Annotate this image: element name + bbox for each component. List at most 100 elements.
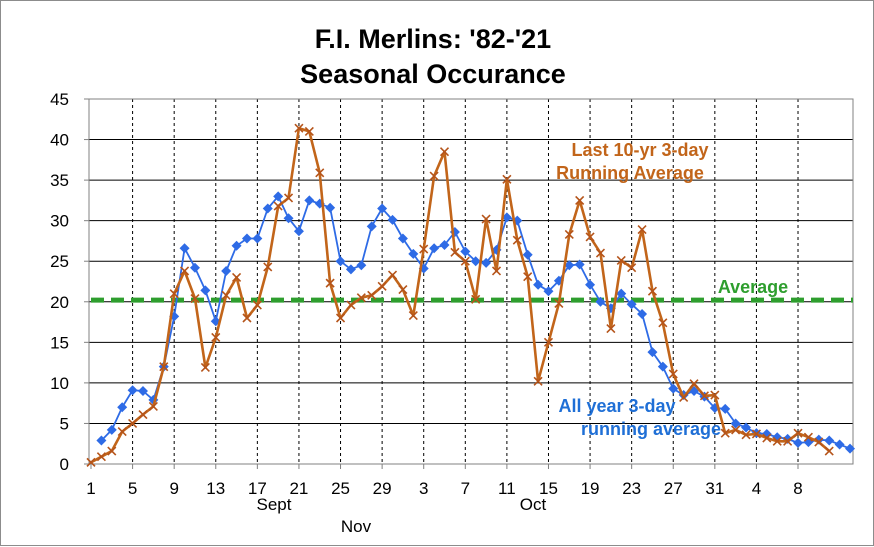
ten-year-point-stroke [242, 313, 252, 323]
ten-year-point [96, 452, 106, 462]
ten-year-point [200, 362, 210, 373]
ten-year-point-stroke [86, 457, 96, 467]
ten-year-point-stroke [554, 298, 564, 308]
all-year-point [564, 260, 575, 271]
x-tick-label: 23 [622, 479, 641, 498]
ten-year-point [502, 174, 512, 184]
all-year-point [96, 435, 107, 446]
all-year-point [439, 240, 450, 250]
ten-year-point-stroke [346, 300, 356, 310]
y-axis-ticks: 0 5 10 15 20 25 30 35 40 45 [50, 90, 89, 474]
y-tick-label: 20 [50, 293, 69, 312]
ten-year-point-stroke [793, 428, 803, 438]
ten-year-point-stroke [502, 174, 512, 184]
ten-year-point [252, 300, 262, 310]
ten-year-point [221, 290, 231, 300]
y-tick-label: 15 [50, 333, 69, 352]
ten-year-point-stroke [252, 300, 262, 310]
ten-year-point-stroke [575, 195, 585, 205]
ten-year-point-stroke [117, 426, 127, 437]
all-year-point [241, 233, 252, 244]
y-tick-label: 5 [60, 414, 69, 433]
ten-year-point-stroke [304, 126, 314, 137]
ten-year-point-stroke [481, 214, 491, 224]
all-year-point [647, 347, 658, 358]
ten-year-point [148, 401, 158, 411]
y-tick-label: 30 [50, 212, 69, 231]
ten-year-point [273, 201, 283, 211]
ten-year-point-stroke [107, 446, 117, 456]
ten-year-point-stroke [627, 263, 637, 273]
ten-year-point [637, 225, 647, 235]
all-year-point [127, 385, 138, 396]
ten-year-point [481, 214, 491, 224]
ten-year-point [824, 446, 834, 456]
all-year-point [460, 246, 471, 257]
all-year-point [137, 386, 148, 396]
month-label-oct: Oct [520, 495, 547, 514]
ten-year-point-stroke [294, 123, 304, 133]
all-year-point [720, 403, 731, 414]
ten-year-point-stroke [159, 362, 169, 372]
all-year-point [668, 383, 679, 394]
ten-year-point [231, 272, 242, 283]
ten-year-point [814, 437, 824, 447]
all-year-point [106, 424, 117, 435]
x-tick-label: 19 [581, 479, 600, 498]
ten-year-point-stroke [335, 313, 346, 323]
ten-year-point-stroke [616, 255, 626, 265]
ten-year-point-stroke [460, 256, 470, 266]
ten-year-point [283, 193, 294, 203]
all-year-point [522, 249, 533, 260]
ten-year-point-stroke [803, 432, 813, 442]
all-year-point [793, 437, 804, 448]
series-all-year [96, 191, 855, 454]
all-year-point [231, 240, 242, 251]
ten-year-point [523, 272, 533, 282]
all-year-point [189, 262, 200, 273]
month-label-sept: Sept [257, 495, 292, 514]
all-year-point [501, 212, 512, 223]
all-year-point [543, 286, 554, 297]
ten-year-point [741, 430, 751, 440]
ten-year-point-stroke [585, 232, 595, 242]
ten-year-point [491, 266, 502, 276]
ten-year-point [720, 428, 730, 438]
all-year-point [345, 264, 356, 275]
ten-year-point-stroke [814, 437, 824, 447]
ten-year-point-stroke [273, 201, 283, 211]
all-year-point [408, 248, 419, 259]
all-year-point [637, 308, 648, 319]
ten-year-point [762, 433, 772, 443]
all-year-point [616, 288, 627, 299]
x-tick-label: 9 [169, 479, 178, 498]
ten-year-point [606, 323, 616, 334]
ten-year-point-stroke [377, 281, 387, 291]
ten-year-point-stroke [367, 290, 377, 300]
ten-year-point [117, 426, 127, 437]
ten-year-point [647, 286, 658, 296]
all-year-point [252, 233, 263, 244]
ten-year-point [439, 147, 450, 157]
ten-year-point [387, 270, 398, 280]
ten-year-point-stroke [595, 248, 606, 258]
ten-year-point [138, 409, 148, 420]
ten-year-point [699, 391, 710, 401]
ten-year-point [211, 332, 221, 343]
all-year-point [221, 265, 232, 276]
ten-year-point [679, 392, 689, 403]
all-year-point [626, 299, 637, 310]
ten-year-point-stroke [429, 171, 439, 181]
ten-year-point [315, 168, 325, 178]
ten-year-point [689, 379, 699, 389]
ten-year-point [595, 248, 606, 258]
plot-border [88, 98, 854, 465]
ten-year-point [783, 436, 793, 446]
x-tick-label: 29 [373, 479, 392, 498]
ten-year-point [460, 256, 470, 266]
ten-year-point [419, 244, 429, 254]
ten-year-point [575, 195, 585, 205]
series-ten-year [86, 123, 834, 467]
ten-year-point [429, 171, 439, 181]
ten-year-point [751, 429, 761, 439]
